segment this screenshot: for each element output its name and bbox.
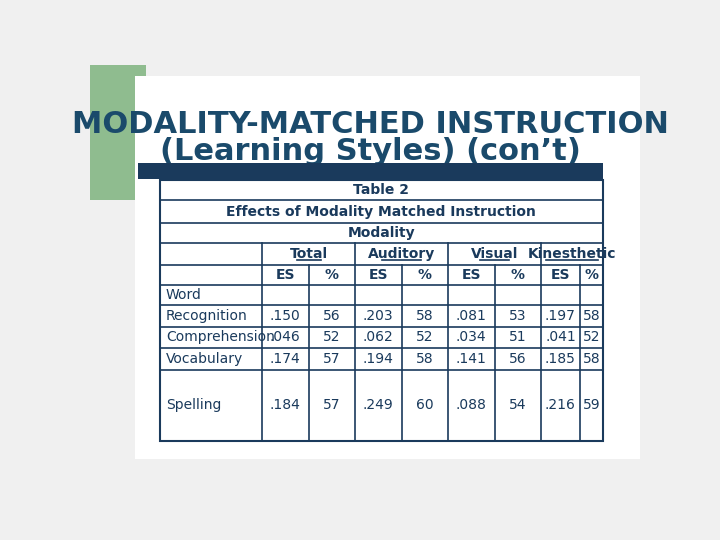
Text: .088: .088	[456, 398, 487, 412]
Text: .141: .141	[456, 352, 487, 366]
Text: 57: 57	[323, 352, 341, 366]
Text: 60: 60	[416, 398, 433, 412]
Text: Table 2: Table 2	[354, 183, 410, 197]
Text: .174: .174	[270, 352, 301, 366]
Text: Spelling: Spelling	[166, 398, 221, 412]
Text: %: %	[585, 268, 598, 282]
Bar	[160, 180, 603, 441]
Text: 56: 56	[509, 352, 526, 366]
Text: ES: ES	[462, 268, 481, 282]
Text: .081: .081	[456, 309, 487, 323]
Text: Vocabulary: Vocabulary	[166, 352, 243, 366]
Text: ES: ES	[369, 268, 388, 282]
Text: 58: 58	[582, 309, 600, 323]
Bar	[90, 65, 145, 200]
Bar	[138, 164, 603, 179]
Text: .216: .216	[545, 398, 576, 412]
Text: Comprehension: Comprehension	[166, 330, 275, 345]
Text: 52: 52	[416, 330, 433, 345]
Text: %: %	[418, 268, 432, 282]
Text: 54: 54	[509, 398, 526, 412]
Text: 58: 58	[582, 352, 600, 366]
Text: .046: .046	[270, 330, 301, 345]
Text: Recognition: Recognition	[166, 309, 248, 323]
Text: .203: .203	[363, 309, 394, 323]
Text: MODALITY-MATCHED INSTRUCTION: MODALITY-MATCHED INSTRUCTION	[72, 110, 669, 139]
Text: .249: .249	[363, 398, 394, 412]
Text: .041: .041	[545, 330, 576, 345]
Text: 51: 51	[509, 330, 526, 345]
Text: 57: 57	[323, 398, 341, 412]
Text: Total: Total	[289, 247, 328, 261]
Text: .197: .197	[545, 309, 576, 323]
Text: 56: 56	[323, 309, 341, 323]
Text: .034: .034	[456, 330, 487, 345]
Text: Auditory: Auditory	[368, 247, 435, 261]
Text: Visual: Visual	[471, 247, 518, 261]
Text: ES: ES	[551, 268, 570, 282]
Text: %: %	[325, 268, 339, 282]
Text: .062: .062	[363, 330, 394, 345]
Text: .184: .184	[270, 398, 301, 412]
Text: Effects of Modality Matched Instruction: Effects of Modality Matched Instruction	[227, 205, 536, 219]
Text: Modality: Modality	[348, 226, 415, 240]
Text: .185: .185	[545, 352, 576, 366]
Text: %: %	[510, 268, 525, 282]
Text: 59: 59	[582, 398, 600, 412]
Text: Kinesthetic: Kinesthetic	[528, 247, 616, 261]
Text: .150: .150	[270, 309, 301, 323]
Text: Word: Word	[166, 288, 202, 302]
Text: ES: ES	[276, 268, 295, 282]
Text: 58: 58	[416, 309, 433, 323]
Text: 52: 52	[582, 330, 600, 345]
Text: 52: 52	[323, 330, 341, 345]
Text: (Learning Styles) (con’t): (Learning Styles) (con’t)	[160, 137, 581, 166]
Text: 58: 58	[416, 352, 433, 366]
Text: 53: 53	[509, 309, 526, 323]
Text: .194: .194	[363, 352, 394, 366]
